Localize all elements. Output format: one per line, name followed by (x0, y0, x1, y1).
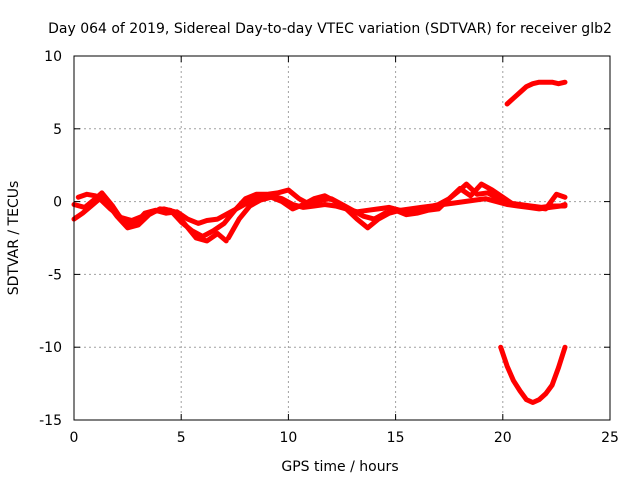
series-track-d (225, 193, 403, 241)
series-track-e (403, 181, 568, 216)
chart-title: Day 064 of 2019, Sidereal Day-to-day VTE… (48, 21, 612, 37)
plot-frame (73, 55, 611, 421)
data-series (71, 79, 568, 405)
y-tick-label: -15 (39, 413, 62, 429)
y-tick-label: -5 (48, 267, 62, 283)
y-tick-label: -10 (39, 340, 62, 356)
x-tick-label: 20 (494, 430, 512, 446)
x-tick-label: 5 (177, 430, 186, 446)
y-tick-label: 0 (53, 195, 62, 211)
grid (74, 56, 610, 420)
y-axis-title: SDTVAR / TECUs (6, 181, 22, 296)
x-axis-title: GPS time / hours (281, 459, 398, 475)
x-tick-label: 25 (601, 430, 619, 446)
series-track-g (498, 344, 568, 405)
x-tick-label: 10 (279, 430, 297, 446)
x-tick-label: 0 (70, 430, 79, 446)
series-track-c (71, 196, 229, 244)
y-tick-label: 10 (44, 49, 62, 65)
y-tick-label: 5 (53, 122, 62, 138)
axis-ticks: 0 5 10 15 20 25 -15 -10 -5 0 5 10 (39, 49, 619, 446)
series-track-f (504, 79, 568, 107)
x-tick-label: 15 (387, 430, 405, 446)
